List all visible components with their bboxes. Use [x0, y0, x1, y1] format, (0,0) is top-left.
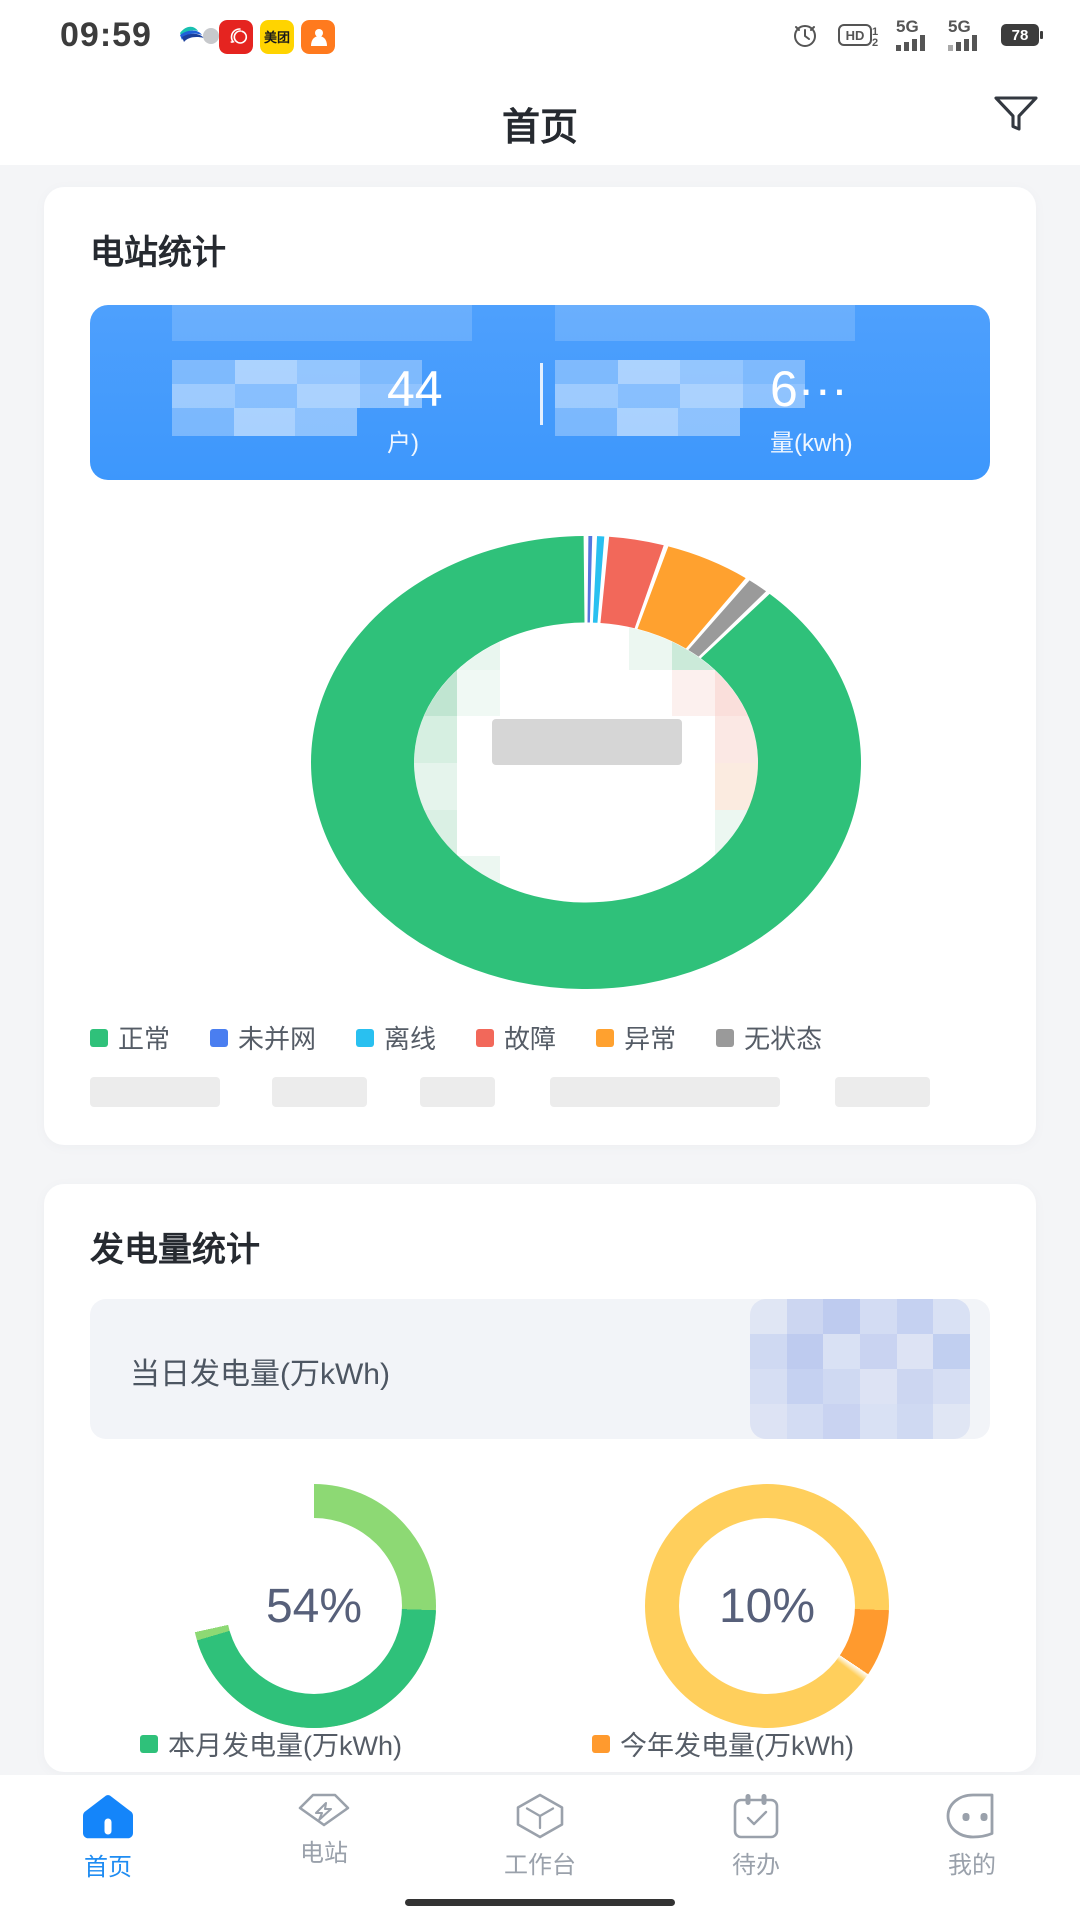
- svg-text:HD: HD: [846, 28, 865, 43]
- svg-text:美团: 美团: [264, 30, 290, 45]
- svg-text:78: 78: [1012, 27, 1029, 44]
- svg-text:2: 2: [872, 37, 878, 46]
